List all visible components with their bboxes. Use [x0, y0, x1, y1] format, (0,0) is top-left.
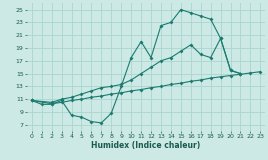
X-axis label: Humidex (Indice chaleur): Humidex (Indice chaleur)	[91, 141, 201, 150]
